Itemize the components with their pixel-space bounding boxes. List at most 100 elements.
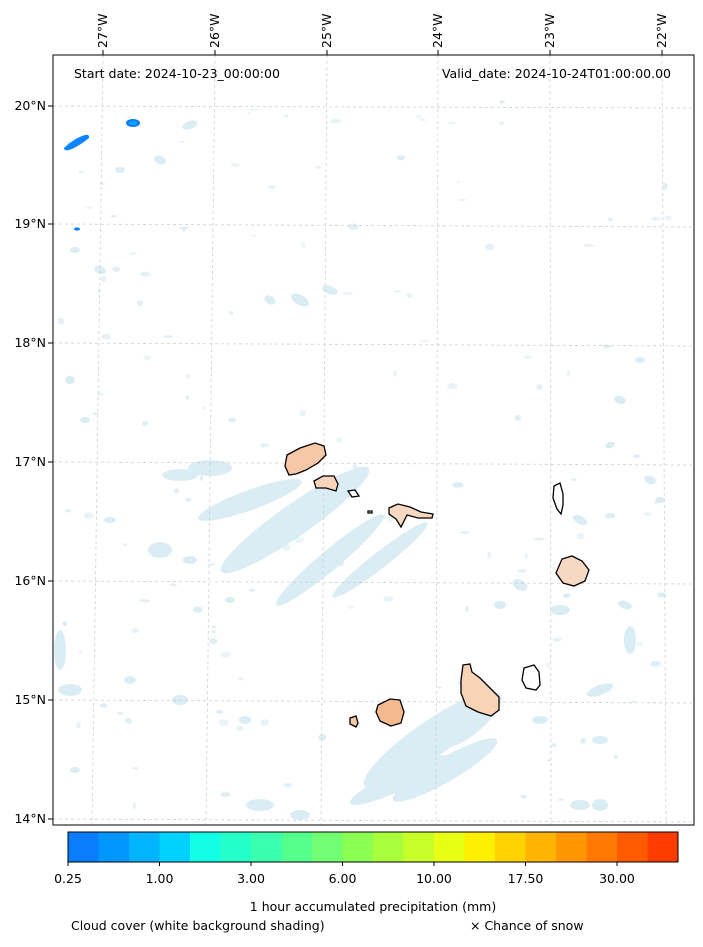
cloud-speckle (437, 686, 442, 689)
cloud-speckle (516, 569, 527, 573)
cloud-speckle (557, 798, 565, 802)
start-date-label: Start date: 2024-10-23_00:00:00 (74, 66, 280, 81)
cloud-blob (188, 460, 232, 476)
cloud-blob (512, 579, 528, 591)
colorbar-cell (373, 832, 404, 862)
cloud-blob (172, 695, 188, 705)
cloud-blob (494, 601, 506, 609)
cloud-blob (332, 522, 428, 598)
cloud-blob (183, 556, 197, 564)
lon-tick-label: 24°W (430, 13, 445, 48)
cloud-speckle (101, 334, 111, 340)
lat-tick-label: 20°N (14, 98, 46, 113)
cloud-blob (182, 120, 198, 130)
cloud-speckle (92, 412, 99, 416)
colorbar-tick-label: 10.00 (416, 871, 452, 886)
cloud-blob (532, 716, 548, 724)
cloud-speckle (567, 370, 571, 377)
island-santiago (460, 663, 500, 717)
cloud-speckle (447, 383, 458, 390)
cloud-speckle (613, 754, 618, 759)
cloud-speckle (138, 599, 150, 603)
cloud-speckle (307, 575, 313, 583)
cloud-speckle (284, 115, 289, 118)
cloud-blob (618, 600, 632, 610)
cloud-speckle (248, 108, 259, 111)
cloud-speckle (209, 638, 218, 644)
cloud-speckle (112, 266, 121, 272)
cloud-blob (70, 767, 80, 773)
cloud-speckle (420, 340, 430, 343)
latitude-axis: 20°N 19°N 18°N 17°N 16°N 15°N 14°N (14, 98, 53, 826)
cloud-speckle (447, 121, 456, 125)
valid-date-label: Valid_date: 2024-10-24T01:00:00.00 (442, 66, 671, 81)
cloud-speckle (79, 650, 83, 655)
cloud-speckle (456, 180, 460, 184)
cloud-speckle (143, 355, 151, 361)
cloud-speckle (100, 703, 108, 708)
cloud-blob (592, 736, 608, 744)
cloud-speckle (377, 562, 386, 569)
lat-tick-label: 14°N (14, 811, 46, 826)
precipitation-patches (64, 119, 140, 231)
cloud-speckle (605, 513, 616, 519)
cloud-speckle (318, 734, 327, 741)
cloud-speckle (397, 155, 405, 161)
cloud-blob (392, 738, 498, 802)
cloud-speckle (406, 293, 413, 298)
cloud-blob (154, 155, 166, 165)
cloud-blob (614, 395, 626, 405)
cloud-speckle (654, 501, 658, 505)
colorbar-tick-label: 0.25 (54, 871, 82, 886)
cloud-speckle (387, 515, 394, 523)
cloud-speckle (83, 512, 94, 519)
cloud-speckle (576, 533, 585, 540)
colorbar-cell (98, 832, 130, 862)
cloud-blob (290, 810, 310, 820)
cloud-blob (275, 514, 385, 606)
cloud-speckle (342, 292, 353, 295)
cloud-blob (624, 626, 636, 654)
cloud-speckle (185, 497, 192, 502)
cloud-speckle (314, 165, 322, 169)
cloud-speckle (551, 743, 557, 748)
cloud-speckle (241, 561, 249, 567)
cloud-speckle (293, 536, 305, 544)
cloud-speckle (227, 417, 237, 423)
colorbar-cell (525, 832, 557, 862)
colorbar-cell (464, 832, 496, 862)
cloud-speckle (348, 605, 354, 610)
colorbar: 0.25 1.00 3.00 6.00 10.00 17.50 30.00 1 … (54, 831, 679, 914)
colorbar-cell (556, 832, 587, 862)
cloud-speckle (139, 271, 151, 277)
cloud-blob (239, 716, 251, 724)
cloud-blob (592, 799, 608, 811)
graticule (53, 55, 694, 825)
lat-tick-label: 15°N (14, 692, 46, 707)
cloud-speckle (394, 751, 399, 755)
cloud-blob (115, 167, 125, 173)
colorbar-tick-label: 1.00 (146, 871, 174, 886)
lon-tick-label: 22°W (654, 13, 669, 48)
cloud-speckle (99, 182, 106, 186)
colorbar-cell (251, 832, 282, 862)
cloud-speckle (335, 436, 343, 444)
colorbar-tick-label: 17.50 (508, 871, 544, 886)
cloud-blob (586, 683, 614, 697)
cloud-speckle (664, 215, 672, 221)
lat-tick-label: 17°N (14, 454, 46, 469)
cloud-speckle (524, 356, 532, 359)
cloud-speckle (546, 663, 550, 668)
cloud-speckle (662, 182, 668, 190)
cloud-blob (635, 357, 645, 363)
island-santa-luzia (346, 489, 361, 498)
cloud-speckle (97, 289, 101, 294)
cloud-blob (225, 597, 235, 603)
cloud-speckle (583, 244, 595, 247)
snow-legend: × Chance of snow (470, 918, 584, 933)
cloud-blob (550, 605, 570, 615)
cloud-speckle (642, 512, 653, 517)
cloud-speckle (215, 709, 224, 714)
cloud-blob (655, 497, 665, 503)
cloud-blob (124, 676, 136, 684)
